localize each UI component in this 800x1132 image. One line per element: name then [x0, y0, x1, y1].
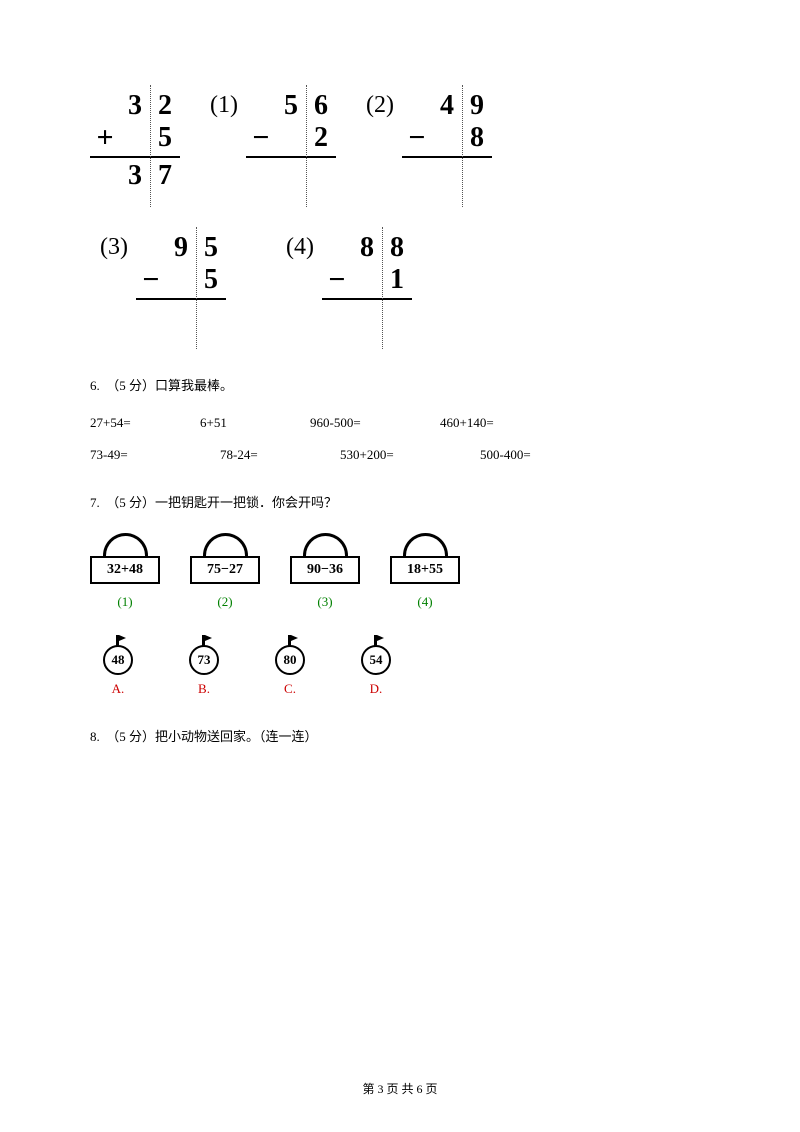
lock-label: (4) — [390, 594, 460, 610]
hrule — [136, 298, 226, 300]
cell: 6 — [306, 90, 336, 122]
hrule — [402, 156, 492, 158]
eq: 27+54= — [90, 415, 200, 431]
lock-3: 90−36 (3) — [290, 533, 360, 610]
lock-handle-icon — [203, 533, 248, 558]
cell: − — [402, 121, 432, 155]
lock-handle-icon — [403, 533, 448, 558]
key-label: C. — [272, 681, 308, 697]
cell: 5 — [196, 264, 226, 296]
vertical-example: 3 2 + 5 3 7 — [90, 90, 180, 192]
lock-1: 32+48 (1) — [90, 533, 160, 610]
cell: 3 — [120, 90, 150, 122]
vdash — [306, 85, 307, 207]
lock-expr: 32+48 — [90, 556, 160, 584]
eq: 73-49= — [90, 447, 220, 463]
key-d: 54 D. — [358, 635, 394, 697]
key-a: 48 A. — [100, 635, 136, 697]
cell: 8 — [462, 122, 492, 154]
lock-expr: 18+55 — [390, 556, 460, 584]
q6-row2: 73-49= 78-24= 530+200= 500-400= — [90, 447, 710, 463]
key-label: B. — [186, 681, 222, 697]
key-value: 73 — [189, 645, 219, 675]
cell: + — [90, 121, 120, 155]
key-value: 80 — [275, 645, 305, 675]
prefix: (3) — [100, 234, 128, 261]
vdash — [196, 227, 197, 349]
cell: 8 — [352, 232, 382, 264]
eq: 500-400= — [480, 447, 531, 463]
cell: 9 — [166, 232, 196, 264]
eq: 78-24= — [220, 447, 340, 463]
locks-row: 32+48 (1) 75−27 (2) 90−36 (3) 18+55 (4) — [90, 533, 710, 610]
eq: 960-500= — [310, 415, 440, 431]
key-c: 80 C. — [272, 635, 308, 697]
key-value: 48 — [103, 645, 133, 675]
vdash — [382, 227, 383, 349]
vertical-p3: (3) 9 5 − 5 — [100, 232, 226, 334]
vertical-row-1: 3 2 + 5 3 7 (1) 5 6 — [90, 90, 710, 192]
prefix: (4) — [286, 234, 314, 261]
cell: 2 — [306, 122, 336, 154]
key-b: 73 B. — [186, 635, 222, 697]
eq: 6+51 — [200, 415, 310, 431]
key-label: A. — [100, 681, 136, 697]
vertical-row-2: (3) 9 5 − 5 (4) 8 8 − — [90, 232, 710, 334]
lock-expr: 75−27 — [190, 556, 260, 584]
vdash — [462, 85, 463, 207]
cell: 3 — [120, 160, 150, 192]
vdash — [150, 85, 151, 207]
cell: 1 — [382, 264, 412, 296]
q6-title: 6. （5 分）口算我最棒。 — [90, 374, 710, 397]
cell: − — [136, 263, 166, 297]
cell: 9 — [462, 90, 492, 122]
q6-row1: 27+54= 6+51 960-500= 460+140= — [90, 415, 710, 431]
vertical-p4: (4) 8 8 − 1 — [286, 232, 412, 334]
cell: 5 — [150, 122, 180, 154]
page-footer: 第 3 页 共 6 页 — [0, 1080, 800, 1097]
hrule — [90, 156, 180, 158]
cell: 4 — [432, 90, 462, 122]
key-value: 54 — [361, 645, 391, 675]
cell: 5 — [276, 90, 306, 122]
lock-expr: 90−36 — [290, 556, 360, 584]
cell: − — [246, 121, 276, 155]
cell: 8 — [382, 232, 412, 264]
hrule — [322, 298, 412, 300]
hrule — [246, 156, 336, 158]
keys-row: 48 A. 73 B. 80 C. 54 D. — [90, 635, 710, 697]
lock-handle-icon — [303, 533, 348, 558]
q7-title: 7. （5 分）一把钥匙开一把锁．你会开吗？ — [90, 491, 710, 514]
lock-label: (3) — [290, 594, 360, 610]
prefix: (2) — [366, 92, 394, 119]
cell: 5 — [196, 232, 226, 264]
cell: − — [322, 263, 352, 297]
vertical-p2: (2) 4 9 − 8 — [366, 90, 492, 192]
lock-2: 75−27 (2) — [190, 533, 260, 610]
cell: 2 — [150, 90, 180, 122]
vertical-p1: (1) 5 6 − 2 — [210, 90, 336, 192]
q8-title: 8. （5 分）把小动物送回家。（连一连） — [90, 725, 710, 748]
eq: 530+200= — [340, 447, 480, 463]
cell: 7 — [150, 160, 180, 192]
eq: 460+140= — [440, 415, 494, 431]
lock-4: 18+55 (4) — [390, 533, 460, 610]
lock-label: (1) — [90, 594, 160, 610]
key-label: D. — [358, 681, 394, 697]
prefix: (1) — [210, 92, 238, 119]
lock-handle-icon — [103, 533, 148, 558]
lock-label: (2) — [190, 594, 260, 610]
